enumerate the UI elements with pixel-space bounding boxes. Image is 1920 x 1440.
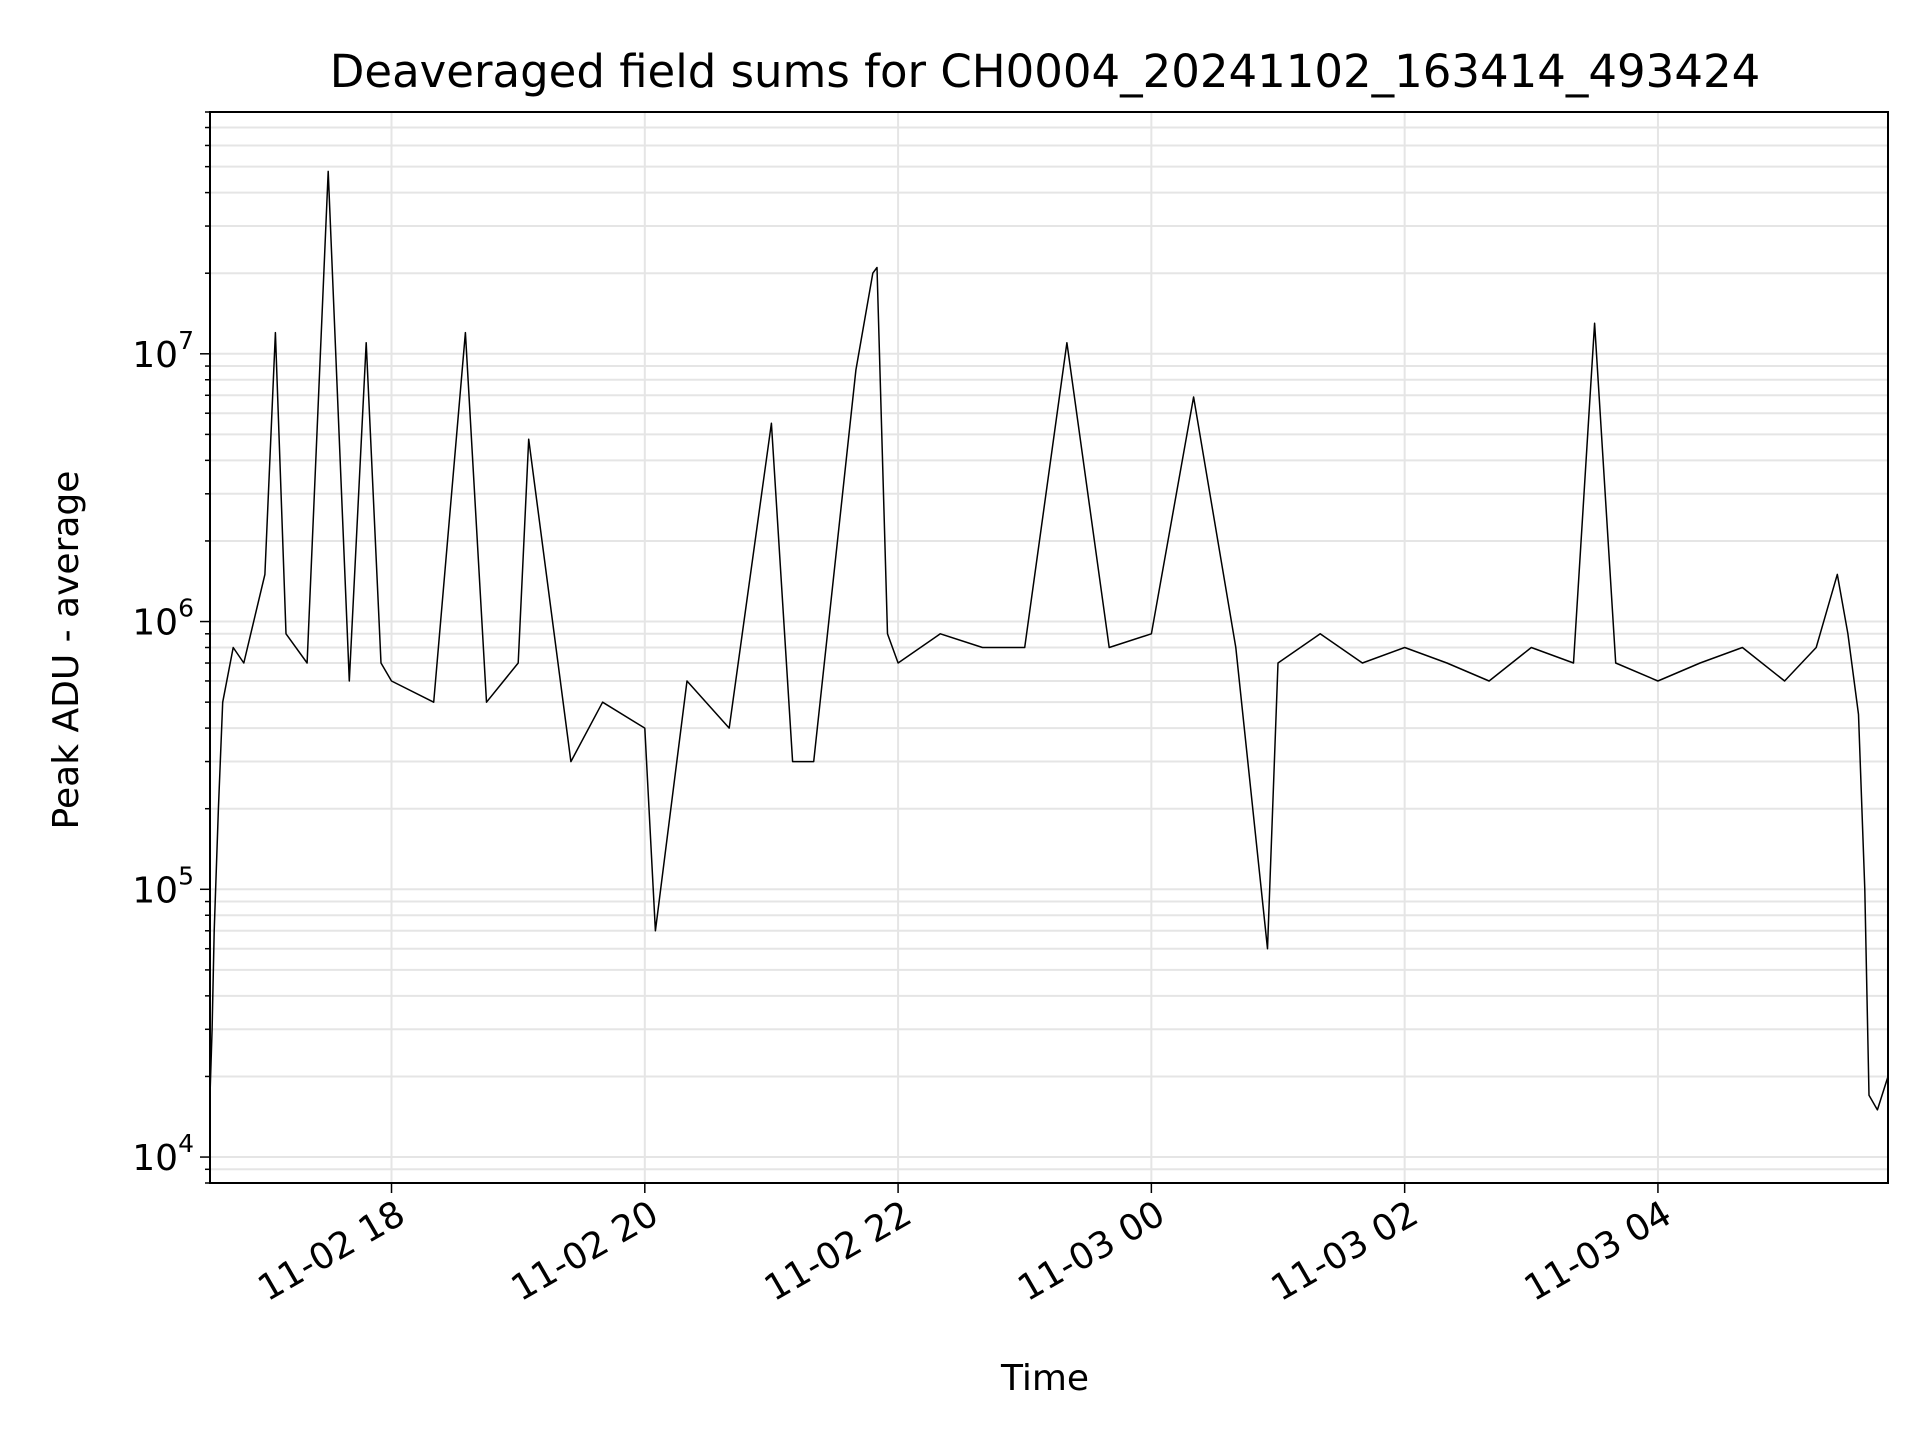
grid: [210, 111, 1888, 1184]
y-tick-label: 106: [132, 594, 194, 644]
y-tick-label: 105: [132, 861, 194, 911]
x-axis-label: Time: [1000, 1358, 1089, 1399]
chart-title: Deaveraged field sums for CH0004_2024110…: [330, 45, 1760, 98]
y-axis-label: Peak ADU - average: [46, 471, 87, 830]
y-tick-label: 104: [132, 1129, 194, 1179]
series-line-0: [209, 170, 1889, 1111]
y-axis: 104 105 106 107: [132, 111, 210, 1184]
y-tick-label: 107: [132, 326, 194, 376]
series-group: [209, 170, 1889, 1111]
